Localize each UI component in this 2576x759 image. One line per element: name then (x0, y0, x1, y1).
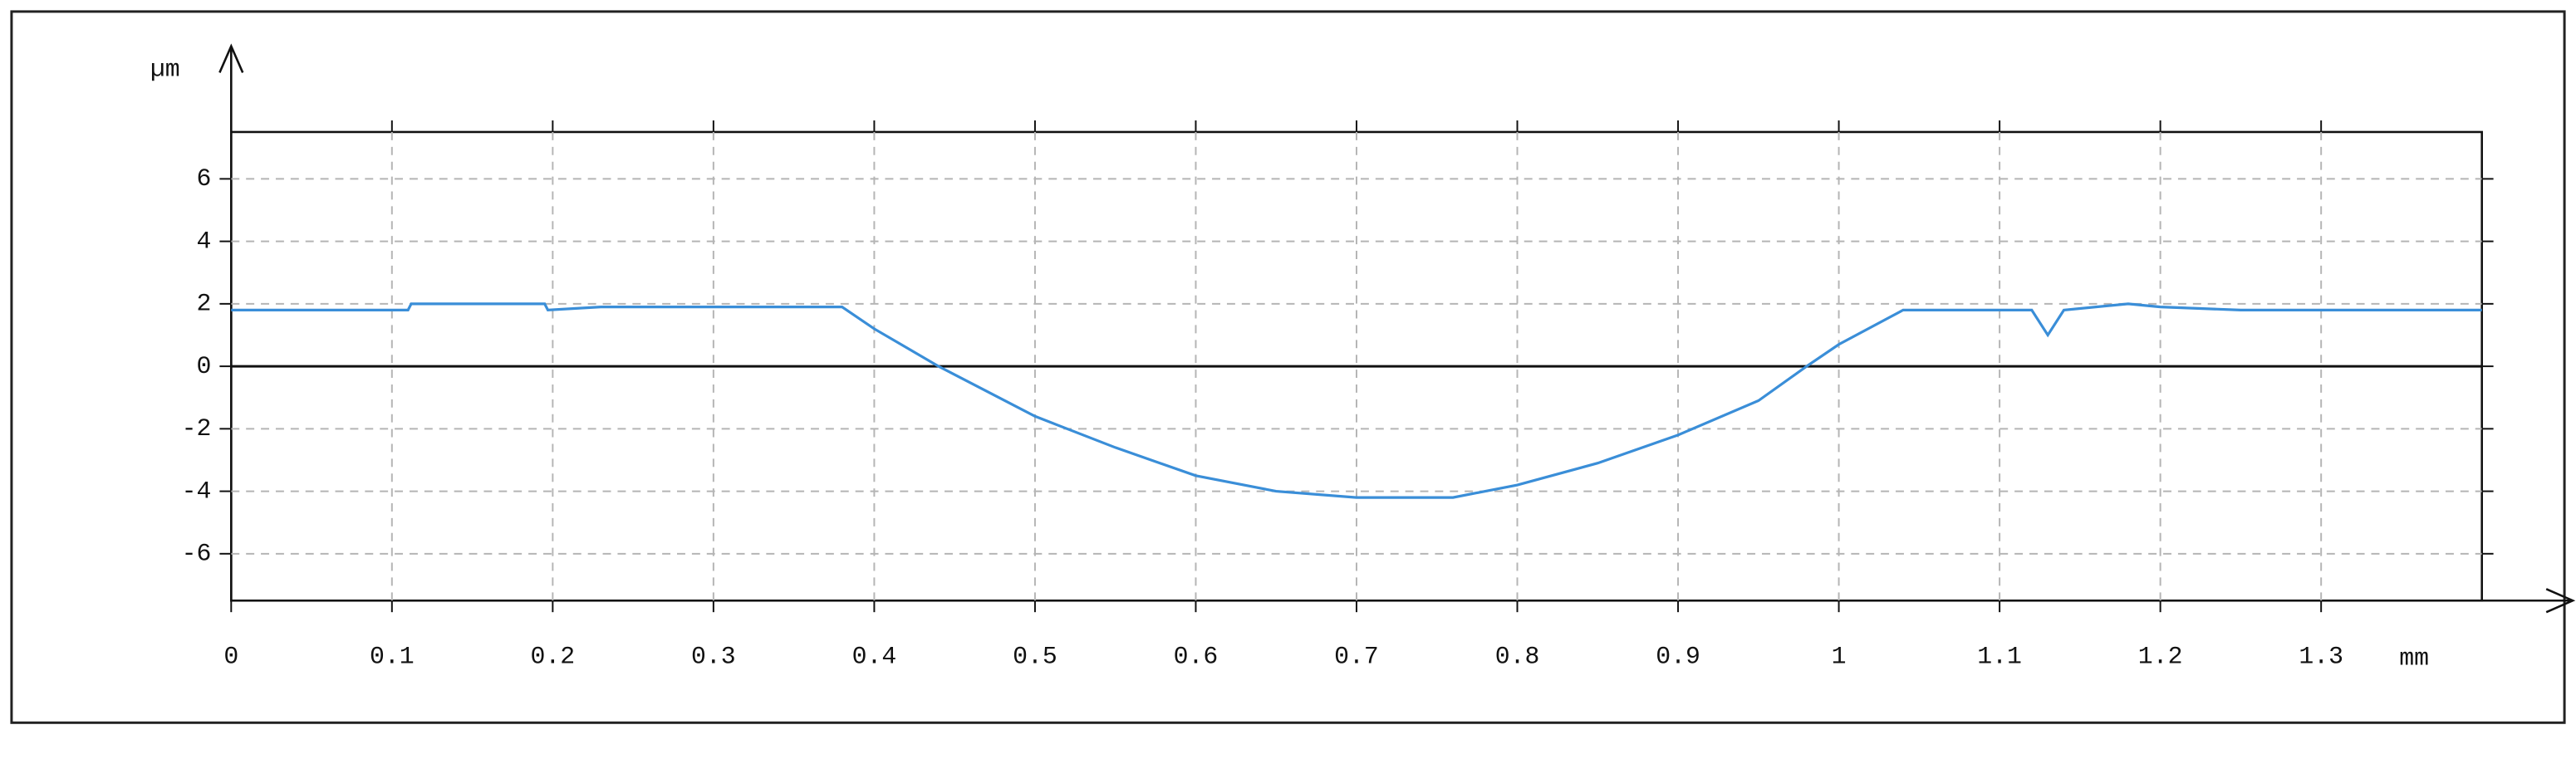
x-tick-label: 0.3 (691, 643, 736, 671)
y-tick-label: -2 (182, 414, 212, 443)
y-tick-label: -4 (182, 477, 212, 505)
outer-frame (10, 10, 2566, 724)
x-tick-label: 0.4 (852, 643, 897, 671)
x-unit: mm (2399, 644, 2429, 673)
y-tick-label: 6 (197, 164, 212, 193)
y-tick-label: 2 (197, 290, 212, 318)
x-tick-label: 1.2 (2138, 643, 2183, 671)
y-tick-label: -6 (182, 540, 212, 568)
y-tick-label: 4 (197, 228, 212, 256)
y-tick-label: 0 (197, 352, 212, 380)
x-tick-label: 0.2 (531, 643, 576, 671)
x-tick-label: 0.5 (1013, 643, 1057, 671)
y-unit: µm (150, 55, 180, 83)
x-tick-label: 0.7 (1334, 643, 1379, 671)
x-tick-label: 1.1 (1977, 643, 2022, 671)
x-tick-label: 0.6 (1174, 643, 1219, 671)
x-tick-label: 0 (223, 643, 238, 671)
x-tick-label: 0.1 (370, 643, 415, 671)
profile-line (231, 302, 2482, 499)
x-tick-label: 1.3 (2299, 643, 2343, 671)
x-tick-label: 0.8 (1495, 643, 1540, 671)
x-tick-label: 0.9 (1656, 643, 1700, 671)
x-tick-label: 1 (1832, 643, 1847, 671)
